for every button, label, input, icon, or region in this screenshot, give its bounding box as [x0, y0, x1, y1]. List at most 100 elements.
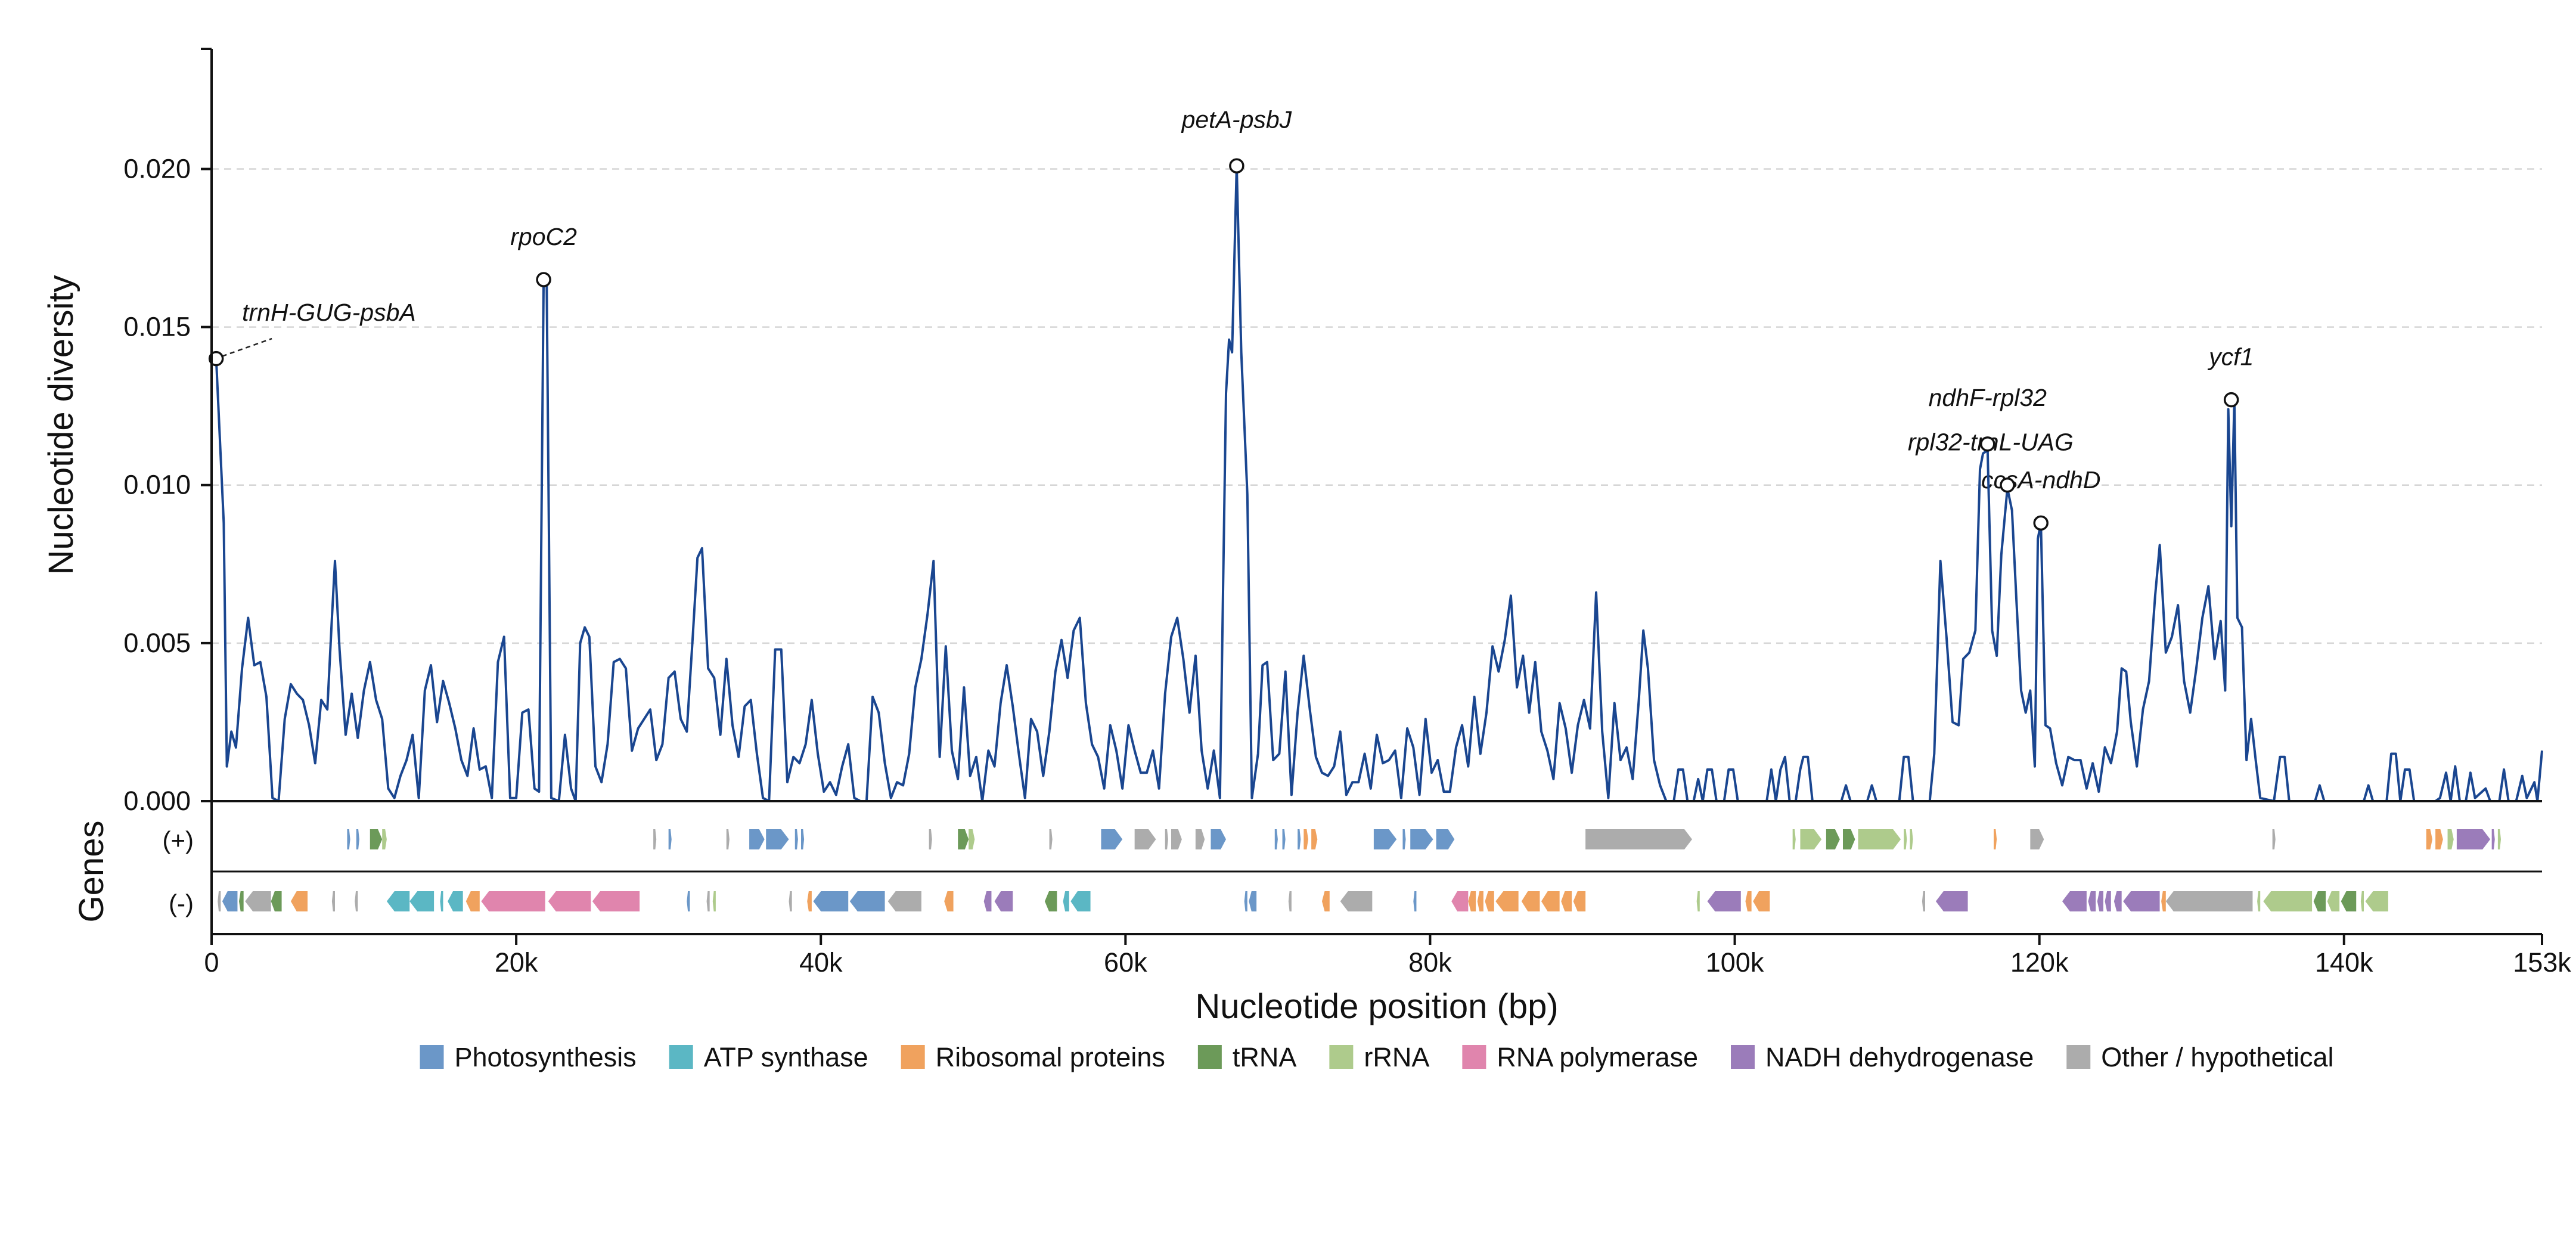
gene-plus	[1303, 829, 1308, 849]
y-ticks: 0.000 0.005 0.010 0.015 0.020	[123, 153, 212, 816]
gene-plus	[1171, 829, 1182, 849]
gene-plus	[356, 829, 359, 849]
gene-plus	[370, 829, 383, 849]
x-tick-label: 20k	[495, 947, 538, 978]
legend: Photosynthesis ATP synthase Ribosomal prot…	[420, 1042, 2334, 1072]
gene-minus	[1573, 891, 1586, 911]
y-tick-label: 0.005	[123, 628, 191, 658]
gene-minus	[2365, 891, 2388, 911]
gene-minus	[1044, 891, 1057, 911]
gene-minus	[2263, 891, 2313, 911]
peak-marker	[536, 272, 551, 287]
y-tick-label: 0.000	[123, 786, 191, 816]
gene-plus	[1843, 829, 1855, 849]
gene-minus	[218, 891, 221, 911]
x-tick-label: 140k	[2315, 947, 2373, 978]
legend-swatch	[669, 1045, 693, 1069]
gene-plus	[2435, 829, 2443, 849]
x-tick-label: 60k	[1104, 947, 1147, 978]
gene-plus	[1373, 829, 1397, 849]
gene-plus	[1211, 829, 1226, 849]
peak-marker	[2000, 477, 2015, 493]
gene-plus	[2030, 829, 2044, 849]
y-tick-label: 0.015	[123, 312, 191, 342]
gene-minus	[1063, 891, 1069, 911]
gene-minus	[1707, 891, 1741, 911]
legend-label: Photosynthesis	[455, 1042, 637, 1072]
gene-minus	[481, 891, 545, 911]
gene-minus	[592, 891, 640, 911]
gene-minus	[849, 891, 885, 911]
gene-minus	[1340, 891, 1373, 911]
gene-minus	[687, 891, 690, 911]
x-ticks: 0 20k 40k 60k 80k 100k 120k 140k 153k	[204, 934, 2571, 978]
x-tick-label: 120k	[2010, 947, 2069, 978]
gene-plus	[1195, 829, 1205, 849]
gene-minus	[944, 891, 954, 911]
legend-label: NADH dehydrogenase	[1765, 1042, 2034, 1072]
gene-plus	[2272, 829, 2276, 849]
gene-minus	[1745, 891, 1752, 911]
gene-plus	[1298, 829, 1301, 849]
gene-plus	[969, 829, 975, 849]
gene-plus	[1800, 829, 1822, 849]
x-tick-label: 40k	[799, 947, 843, 978]
minus-strand-label: (-)	[169, 889, 194, 917]
legend-label: Ribosomal proteins	[936, 1042, 1165, 1072]
grid-lines	[212, 168, 2542, 644]
gene-minus	[271, 891, 282, 911]
gene-minus	[1561, 891, 1572, 911]
gene-minus	[789, 891, 792, 911]
annotation-label: ndhF-rpl32	[1929, 384, 2047, 411]
gene-plus	[1049, 829, 1053, 849]
legend-label: ATP synthase	[704, 1042, 868, 1072]
x-axis-title: Nucleotide position (bp)	[1195, 987, 1558, 1026]
gene-minus	[1485, 891, 1494, 911]
gene-plus	[1994, 829, 1997, 849]
gene-minus	[887, 891, 921, 911]
gene-minus	[1696, 891, 1700, 911]
gene-plus	[1402, 829, 1406, 849]
gene-minus	[1753, 891, 1770, 911]
legend-label: tRNA	[1233, 1042, 1297, 1072]
gene-minus	[1249, 891, 1257, 911]
y-tick-label: 0.010	[123, 470, 191, 500]
gene-plus	[929, 829, 932, 849]
gene-minus	[465, 891, 480, 911]
gene-minus	[2062, 891, 2087, 911]
peak-marker	[2033, 515, 2049, 531]
annotation-label: ycf1	[2207, 343, 2254, 370]
gene-minus	[1935, 891, 1968, 911]
gene-plus	[1826, 829, 1840, 849]
gene-minus	[2113, 891, 2122, 911]
legend-swatch	[1731, 1045, 1755, 1069]
x-tick-label: 80k	[1408, 947, 1452, 978]
axes	[201, 48, 2542, 935]
gene-plus	[794, 829, 798, 849]
plus-strand-label: (+)	[163, 826, 194, 854]
peak-marker	[208, 351, 224, 367]
gene-minus	[2165, 891, 2253, 911]
x-tick-label: 153k	[2513, 947, 2571, 978]
gene-minus	[1413, 891, 1417, 911]
gene-plus	[2426, 829, 2432, 849]
legend-swatch	[1329, 1045, 1354, 1069]
gene-plus	[1101, 829, 1123, 849]
gene-minus	[245, 891, 271, 911]
gene-minus	[2341, 891, 2357, 911]
peak-marker	[2223, 392, 2239, 408]
gene-minus	[2257, 891, 2261, 911]
gene-minus	[1322, 891, 1330, 911]
legend-label: RNA polymerase	[1497, 1042, 1698, 1072]
gene-minus	[1070, 891, 1091, 911]
gene-plus	[1274, 829, 1278, 849]
x-tick-label: 0	[204, 947, 219, 978]
gene-plus	[347, 829, 350, 849]
gene-minus	[983, 891, 992, 911]
y-axis-title: Nucleotide diversity	[42, 275, 80, 575]
legend-swatch	[1462, 1045, 1486, 1069]
x-tick-label: 100k	[1706, 947, 1764, 978]
gene-minus	[440, 891, 443, 911]
gene-minus	[448, 891, 463, 911]
